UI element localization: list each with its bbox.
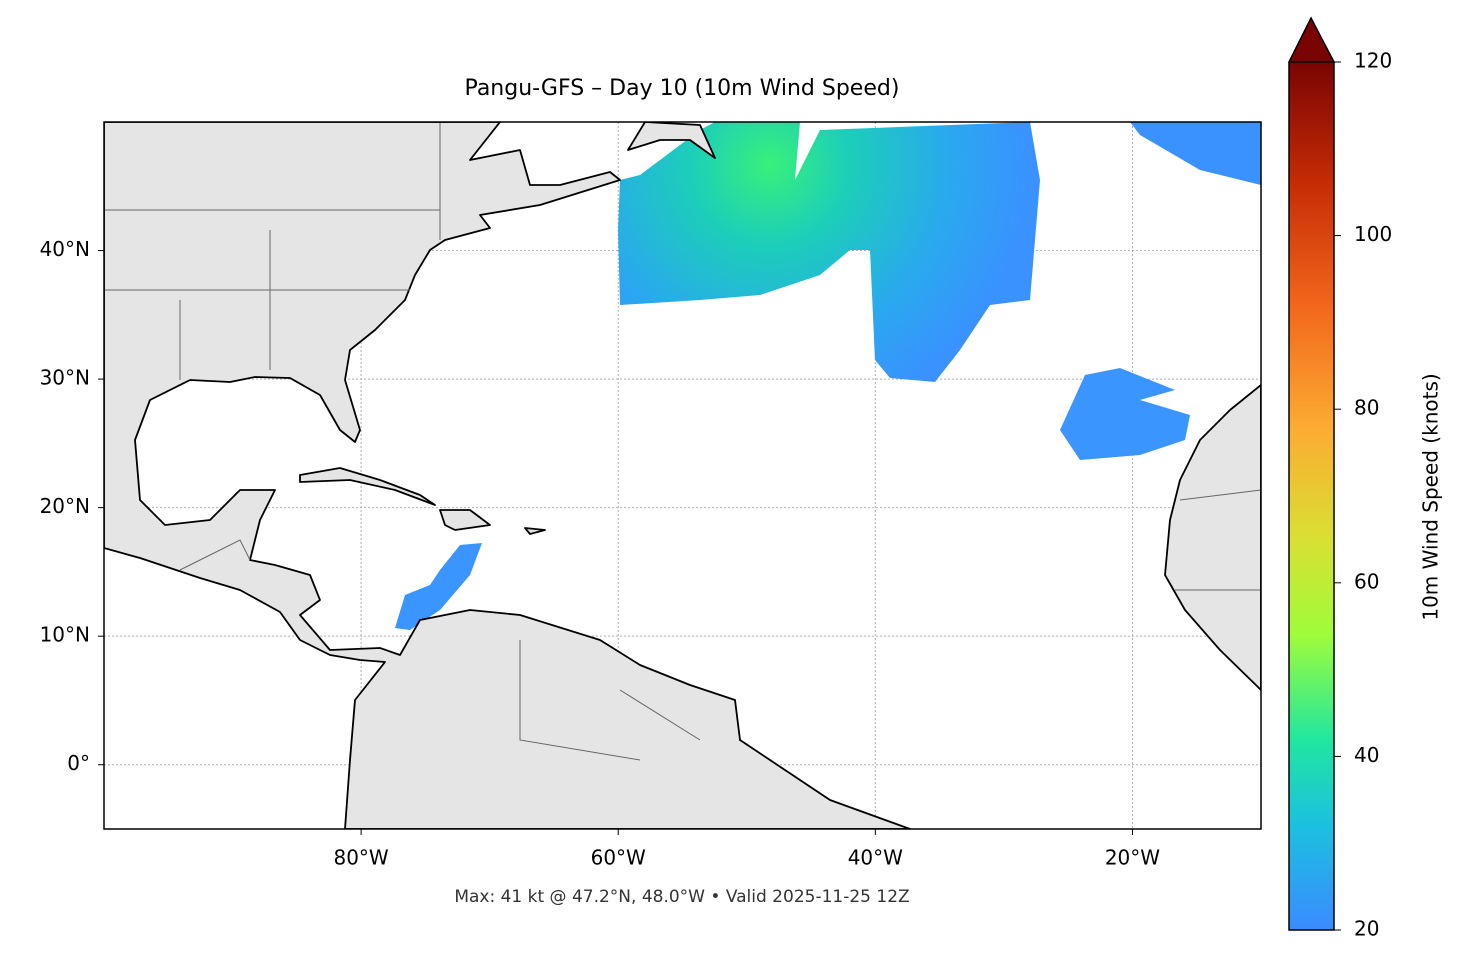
colorbar-frame — [1288, 62, 1335, 931]
colorbar-extend — [1287, 16, 1336, 63]
land — [104, 122, 911, 829]
x-tick-label: 80°W — [333, 846, 388, 870]
colorbar-tick-label: 80 — [1354, 396, 1379, 420]
y-tick-label: 40°N — [40, 237, 90, 261]
map-content — [104, 122, 1261, 829]
x-tick-label: 20°W — [1105, 846, 1160, 870]
footer-note: Max: 41 kt @ 47.2°N, 48.0°W • Valid 2025… — [454, 887, 909, 907]
y-tick-label: 30°N — [40, 366, 90, 390]
map-frame — [103, 121, 1262, 830]
colorbar-tick-label: 40 — [1354, 743, 1379, 767]
y-tick-label: 10°N — [40, 623, 90, 647]
wind-area — [618, 122, 1261, 382]
colorbar — [1289, 62, 1334, 930]
colorbar-tick-label: 60 — [1354, 569, 1379, 593]
x-tick-label: 60°W — [591, 846, 646, 870]
x-tick-label: 40°W — [848, 846, 903, 870]
colorbar-tick-label: 120 — [1354, 49, 1392, 73]
colorbar-tick-label: 20 — [1354, 917, 1379, 941]
y-tick-label: 20°N — [40, 494, 90, 518]
wind-area — [395, 368, 1190, 630]
land — [299, 122, 1261, 691]
colorbar-tick-label: 100 — [1354, 222, 1392, 246]
chart-title: Pangu-GFS – Day 10 (10m Wind Speed) — [465, 76, 900, 101]
colorbar-label: 10m Wind Speed (knots) — [1419, 373, 1443, 620]
borders — [104, 122, 1261, 761]
y-tick-label: 0° — [67, 751, 90, 775]
